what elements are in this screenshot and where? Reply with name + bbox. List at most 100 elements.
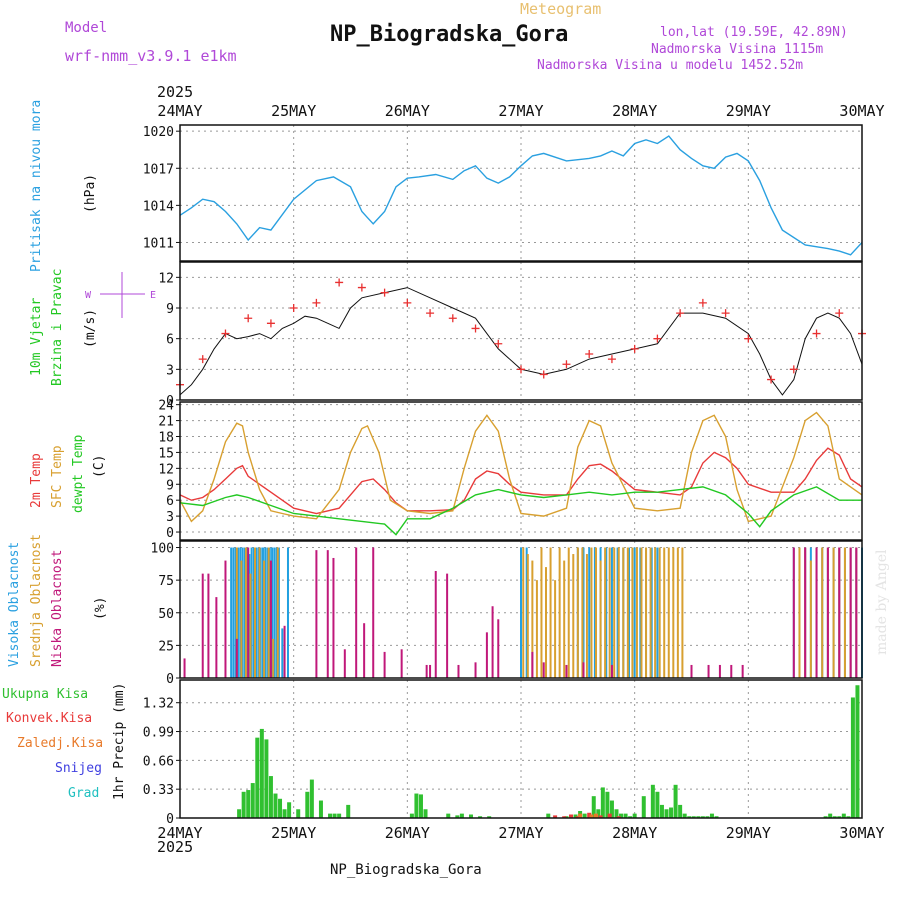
bar-high_cloud bbox=[234, 547, 237, 678]
bar-mid_cloud bbox=[631, 547, 634, 678]
series-line-dewpt bbox=[179, 486, 862, 536]
bar-conv_precip bbox=[587, 812, 592, 818]
bar-high_cloud bbox=[633, 547, 636, 678]
meteogram-label: Meteogram bbox=[520, 0, 602, 18]
y-tick-label: 12 bbox=[158, 271, 174, 286]
bar-total_precip bbox=[268, 776, 273, 818]
bar-total_precip bbox=[605, 791, 610, 818]
bar-low_cloud bbox=[474, 662, 477, 678]
station-title: NP_Biogradska_Gora bbox=[330, 22, 569, 47]
bar-high_cloud bbox=[616, 547, 619, 678]
model-label: Model bbox=[65, 20, 108, 36]
wind-dir-mark bbox=[585, 350, 594, 358]
bar-high_cloud bbox=[520, 547, 522, 678]
y-tick-label: 6 bbox=[166, 333, 174, 348]
wind-dir-mark bbox=[448, 314, 457, 323]
bar-low_cloud bbox=[355, 547, 358, 678]
y-tick-label: 1020 bbox=[143, 125, 174, 140]
bar-total_precip bbox=[591, 796, 596, 818]
bar-mid_cloud bbox=[531, 560, 534, 678]
bar-low_cloud bbox=[343, 649, 346, 678]
panel-frame bbox=[179, 679, 863, 819]
x-tick-label-top: 26MAY bbox=[385, 102, 430, 120]
wind-dir-mark bbox=[312, 298, 321, 307]
bar-mid_cloud bbox=[567, 547, 570, 678]
bar-mid_cloud bbox=[581, 547, 584, 678]
bar-low_cloud bbox=[826, 547, 829, 678]
bar-total_precip bbox=[414, 793, 419, 818]
bar-high_cloud bbox=[273, 547, 276, 678]
bar-mid_cloud bbox=[645, 547, 648, 678]
wind-dir-mark bbox=[426, 309, 435, 318]
bar-mid_cloud bbox=[667, 547, 670, 678]
x-tick-label-bottom: 28MAY bbox=[612, 824, 657, 842]
y-tick-label: 6 bbox=[166, 494, 174, 509]
bar-high_cloud bbox=[275, 547, 278, 678]
bar-mid_cloud bbox=[821, 547, 824, 678]
bar-high_cloud bbox=[264, 547, 267, 678]
y-tick-label: 1.32 bbox=[143, 697, 174, 712]
wind-dir-mark bbox=[266, 319, 275, 328]
bar-total_precip bbox=[446, 813, 451, 818]
bar-mid_cloud bbox=[585, 554, 588, 678]
bar-total_precip bbox=[332, 813, 337, 818]
bar-mid_cloud bbox=[676, 547, 679, 678]
wind-dir-mark bbox=[835, 309, 844, 318]
bar-low_cloud bbox=[400, 649, 403, 678]
bar-low_cloud bbox=[610, 664, 613, 678]
bar-total_precip bbox=[696, 816, 701, 818]
bar-total_precip bbox=[478, 816, 483, 818]
compass-e: E bbox=[150, 290, 156, 301]
footer-station: NP_Biogradska_Gora bbox=[330, 862, 482, 878]
bar-low_cloud bbox=[491, 606, 494, 678]
bar-mid_cloud bbox=[654, 547, 657, 678]
bar-high_cloud bbox=[605, 547, 608, 678]
legend-conv-precip: Konvek.Kisa bbox=[6, 711, 93, 726]
year-top: 2025 bbox=[157, 83, 194, 101]
panel-4: 0 0.33 0.66 0.99 1.32 bbox=[143, 679, 863, 827]
bar-total_precip bbox=[328, 813, 333, 818]
bar-high_cloud bbox=[639, 547, 642, 678]
bar-total_precip bbox=[237, 809, 242, 818]
bar-high_cloud bbox=[525, 547, 528, 678]
wind-dir-mark bbox=[357, 283, 366, 292]
bar-high_cloud bbox=[250, 547, 253, 678]
wind-dir-mark bbox=[244, 314, 253, 323]
wind-dir-mark bbox=[221, 329, 230, 338]
bar-high_cloud bbox=[286, 547, 289, 678]
bar-mid_cloud bbox=[535, 580, 538, 678]
bar-total_precip bbox=[255, 737, 260, 818]
x-tick-label-bottom: 25MAY bbox=[271, 824, 316, 842]
bar-mid_cloud bbox=[626, 547, 629, 678]
bar-frozen_precip bbox=[589, 814, 594, 818]
legend-total-precip: Ukupna Kisa bbox=[2, 687, 89, 702]
bar-total_precip bbox=[669, 807, 674, 818]
compass-w: W bbox=[85, 290, 92, 301]
bar-total_precip bbox=[841, 813, 846, 818]
bar-low_cloud bbox=[485, 632, 488, 678]
bar-total_precip bbox=[309, 779, 314, 818]
bar-conv_precip bbox=[569, 814, 574, 818]
bar-high_cloud bbox=[255, 547, 258, 678]
bar-low_cloud bbox=[224, 560, 227, 678]
bar-total_precip bbox=[596, 809, 601, 818]
y-tick-label: 75 bbox=[158, 574, 174, 589]
bar-mid_cloud bbox=[267, 547, 270, 678]
bar-high_cloud bbox=[243, 547, 246, 678]
bar-total_precip bbox=[337, 813, 342, 818]
bar-total_precip bbox=[418, 794, 423, 818]
bar-total_precip bbox=[250, 783, 255, 818]
bar-total_precip bbox=[714, 816, 719, 818]
bar-total_precip bbox=[273, 793, 278, 818]
bar-mid_cloud bbox=[540, 547, 543, 678]
bar-total_precip bbox=[282, 809, 287, 818]
y-tick-label: 50 bbox=[158, 607, 174, 622]
bar-low_cloud bbox=[363, 623, 366, 678]
bar-total_precip bbox=[619, 813, 624, 818]
bar-mid_cloud bbox=[244, 547, 247, 678]
y-tick-label: 3 bbox=[166, 363, 174, 378]
bar-high_cloud bbox=[271, 547, 274, 678]
bar-low_cloud bbox=[425, 664, 428, 678]
bar-total_precip bbox=[318, 800, 323, 818]
bar-low_cloud bbox=[215, 597, 218, 678]
